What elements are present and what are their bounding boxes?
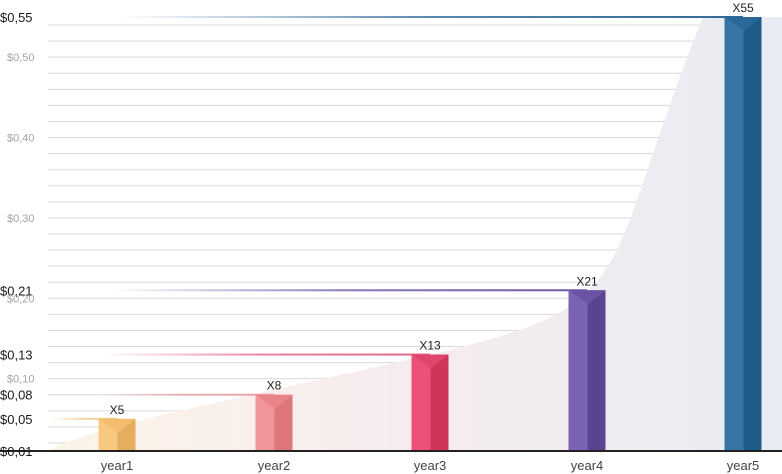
y-tick-label-minor: $0,20 [7, 293, 35, 305]
bar-year4: X21 [568, 274, 606, 451]
y-tick-label: $0,13 [0, 348, 33, 363]
guide-line-year3 [100, 353, 430, 356]
x-tick-label-year5: year5 [727, 458, 760, 473]
y-tick-label: $0,08 [0, 388, 33, 403]
x-tick-label-year4: year4 [571, 458, 604, 473]
data-label-year5: X55 [732, 1, 754, 15]
bar-top-bevel [255, 394, 293, 409]
bar-left-face [411, 354, 431, 451]
y-tick-label-minor: $0,30 [7, 213, 35, 225]
data-label-year4: X21 [576, 274, 598, 288]
bar-right-face [588, 290, 606, 451]
bar-year5: X55 [724, 1, 762, 451]
guide-lines [50, 16, 743, 420]
y-tick-label-minor: $0,40 [7, 133, 35, 145]
guide-line-year1 [50, 417, 117, 420]
data-label-year1: X5 [110, 403, 125, 417]
bar-year1: X5 [98, 403, 136, 451]
y-axis: $0,01 $0,05 $0,08 $0,13 $0,21 $0,55 $0,10 $0,20… [0, 10, 35, 459]
guide-line-year2 [100, 393, 274, 396]
bars: X5 X8 X13 X21 X55 [0, 1, 782, 452]
y-tick-label: $0,21 [0, 283, 33, 298]
bar-year2: X8 [255, 379, 293, 451]
x-tick-label-year1: year1 [101, 458, 134, 473]
y-tick-label: $0,05 [0, 412, 33, 427]
bar-right-face [275, 394, 293, 451]
guide-line-year4 [110, 289, 587, 292]
y-tick-label: $0,55 [0, 10, 33, 25]
bar-right-face [431, 354, 449, 451]
bar-top-bevel [411, 354, 449, 369]
y-tick-label: $0,01 [0, 444, 33, 459]
bar-left-face [724, 17, 744, 451]
data-label-year2: X8 [267, 379, 282, 393]
bar-top-bevel [98, 418, 136, 433]
bar-right-face [744, 17, 762, 451]
bar-top-bevel [568, 290, 606, 305]
data-label-year3: X13 [419, 339, 441, 353]
y-tick-label-minor: $0,50 [7, 52, 35, 64]
bar-year3: X13 [411, 339, 449, 451]
x-tick-label-year3: year3 [414, 458, 447, 473]
x-tick-label-year2: year2 [258, 458, 291, 473]
bar-top-bevel [724, 17, 762, 31]
bar-left-face [568, 290, 588, 451]
y-tick-label-minor: $0,10 [7, 374, 35, 386]
guide-line-year5 [120, 16, 743, 18]
x-axis: year1 year2 year3 year4 year5 [101, 458, 760, 473]
bar-left-face [255, 394, 275, 451]
